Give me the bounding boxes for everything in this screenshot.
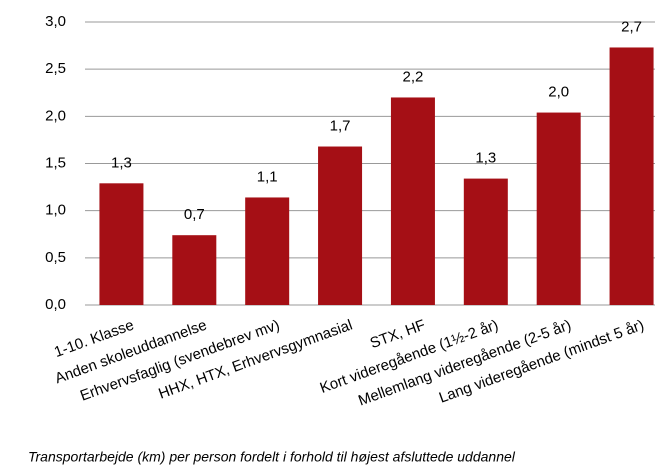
bar bbox=[609, 47, 654, 305]
y-tick-label: 0,0 bbox=[45, 296, 66, 313]
bar bbox=[245, 197, 290, 305]
value-label: 2,0 bbox=[548, 84, 569, 101]
y-tick-label: 1,5 bbox=[45, 154, 66, 171]
bar bbox=[172, 235, 217, 305]
caption: Transportarbejde (km) per person fordelt… bbox=[28, 449, 516, 465]
bar bbox=[536, 112, 581, 305]
y-tick-label: 0,5 bbox=[45, 249, 66, 266]
bar bbox=[463, 178, 508, 305]
y-tick-label: 2,5 bbox=[45, 60, 66, 77]
y-tick-label: 1,0 bbox=[45, 202, 66, 219]
value-label: 0,7 bbox=[184, 206, 205, 223]
bar bbox=[390, 97, 435, 305]
value-label: 2,7 bbox=[621, 18, 642, 35]
y-tick-label: 3,0 bbox=[45, 13, 66, 30]
value-label: 2,2 bbox=[403, 68, 424, 85]
value-label: 1,7 bbox=[330, 117, 351, 134]
bar bbox=[99, 183, 144, 305]
y-tick-label: 2,0 bbox=[45, 107, 66, 124]
value-label: 1,1 bbox=[257, 168, 278, 185]
bar bbox=[318, 146, 363, 305]
value-label: 1,3 bbox=[111, 154, 132, 171]
value-label: 1,3 bbox=[475, 150, 496, 167]
